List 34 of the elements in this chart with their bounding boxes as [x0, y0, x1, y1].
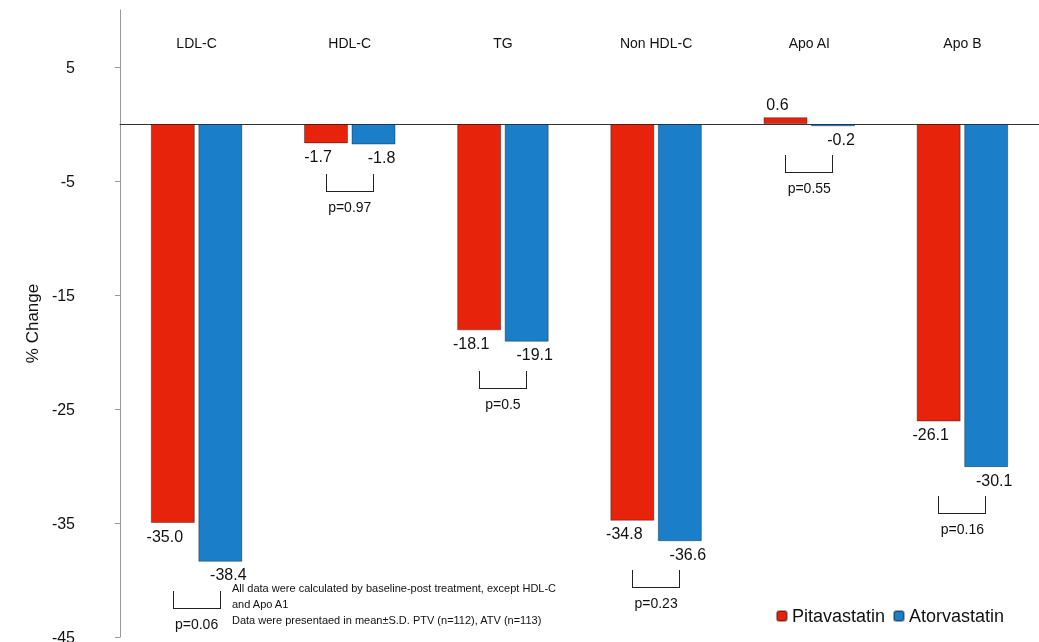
y-tick-label: -45	[51, 628, 76, 642]
y-tick-label: -25	[51, 400, 76, 418]
x-tick-label: Apo B	[943, 35, 982, 51]
annotation: p=0.16	[940, 521, 985, 538]
data-label: 0.6	[766, 95, 789, 113]
x-tick-label: TG	[493, 35, 513, 51]
x-tick-label: Apo AI	[788, 35, 830, 51]
legend-label: Atorvastatin	[908, 606, 1004, 626]
y-tick-label: -15	[51, 286, 76, 304]
annotation: p=0.97	[328, 198, 372, 215]
data-label: -26.1	[912, 426, 949, 444]
annotation: p=0.55	[787, 180, 831, 197]
x-tick-label: HDL-C	[328, 35, 372, 51]
y-tick-label: -5	[60, 172, 76, 190]
data-label: -36.6	[669, 545, 707, 563]
y-tick-label: 5	[66, 58, 76, 76]
data-label: -1.7	[304, 147, 332, 165]
y-axis-title: % Change	[22, 283, 42, 364]
y-tick-label: -35	[51, 514, 76, 532]
x-tick-label: LDL-C	[176, 35, 217, 51]
data-label: -34.8	[606, 525, 643, 543]
x-tick-label: Non HDL-C	[619, 35, 693, 51]
data-label: -18.1	[452, 334, 490, 352]
data-label: -30.1	[975, 471, 1013, 489]
data-label: -38.4	[210, 566, 247, 584]
annotation: p=0.23	[634, 595, 678, 612]
data-label: -35.0	[146, 527, 184, 545]
data-label: -0.2	[827, 130, 855, 148]
data-label: -19.1	[516, 346, 554, 364]
annotation: p=0.5	[485, 395, 521, 412]
annotation: p=0.06	[174, 615, 219, 632]
legend-label: Pitavastatin	[791, 606, 885, 626]
annotation: All data were calculated by baseline-post treatment, except HDL-C and Apo A1 Data were presentaed in mean±S.D. PTV (n=112), ATV (n=113)	[232, 582, 560, 626]
data-label: -1.8	[367, 149, 396, 167]
